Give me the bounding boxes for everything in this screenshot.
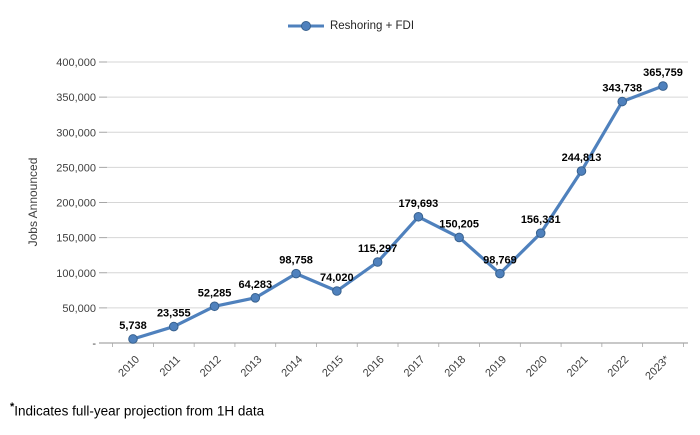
plot-area: - 50,000 100,000 150,000 200,000 250,000 300,0… [56,57,688,382]
data-point-marker [128,334,138,344]
svg-text:2013: 2013 [239,354,265,380]
svg-text:300,000: 300,000 [56,127,96,139]
data-point-label: 179,693 [399,198,439,210]
svg-text:2017: 2017 [402,354,428,380]
axis-ticks [99,61,684,347]
data-point-label: 74,020 [320,272,354,284]
data-point-marker [495,268,505,279]
legend-series-label: Reshoring + FDI [329,20,415,32]
data-labels: 5,738 23,355 52,285 64,283 98,758 74,020 115,2… [119,67,683,332]
svg-text:-: - [92,338,96,350]
svg-text:200,000: 200,000 [56,198,96,210]
data-point-label: 156,331 [521,214,561,226]
chart-legend: Reshoring + FDI [0,20,700,32]
svg-text:2021: 2021 [565,354,591,380]
svg-text:350,000: 350,000 [56,92,96,104]
legend-line-marker-icon [287,21,324,31]
svg-text:250,000: 250,000 [56,162,96,174]
data-point-marker [291,268,301,279]
data-point-marker [454,232,464,243]
data-point-marker [658,81,668,91]
svg-text:2023*: 2023* [643,353,672,382]
gridlines [107,61,688,309]
data-points [128,81,668,344]
data-point-label: 98,758 [279,255,313,267]
data-point-marker [332,286,342,296]
data-point-label: 23,355 [157,308,191,320]
svg-text:2018: 2018 [442,354,468,380]
data-point-marker [576,166,587,176]
data-point-marker [372,257,383,267]
svg-text:2014: 2014 [279,354,305,380]
svg-text:2015: 2015 [320,354,346,380]
data-point-label: 64,283 [238,279,272,291]
data-point-label: 98,769 [483,255,517,267]
data-point-label: 52,285 [198,287,232,299]
data-point-label: 150,205 [439,218,479,230]
chart-footnote: *Indicates full-year projection from 1H … [10,401,264,419]
data-point-label: 244,813 [562,152,602,164]
svg-text:2012: 2012 [198,354,224,380]
data-point-label: 343,738 [602,83,642,95]
data-point-marker [168,321,179,332]
svg-text:2016: 2016 [361,354,387,380]
footnote-asterisk: * [10,401,15,413]
svg-text:2020: 2020 [524,354,550,380]
svg-text:2010: 2010 [116,354,142,380]
svg-text:2019: 2019 [483,354,509,380]
data-point-label: 115,297 [358,243,397,255]
y-tick-labels: - 50,000 100,000 150,000 200,000 250,000 300,0… [56,57,96,350]
svg-text:400,000: 400,000 [56,57,96,69]
x-tick-labels: 2010 2011 2012 2013 2014 2015 2016 2017 2018 2019… [116,353,672,382]
svg-text:2022: 2022 [606,354,632,380]
data-point-marker [617,96,628,107]
svg-text:100,000: 100,000 [56,268,96,280]
series-line [131,84,665,341]
data-point-marker [209,301,220,312]
svg-text:50,000: 50,000 [62,303,96,315]
svg-text:150,000: 150,000 [56,233,96,245]
svg-text:2011: 2011 [158,354,183,379]
data-point-label: 5,738 [119,320,147,332]
data-point-marker [250,293,261,303]
data-point-label: 365,759 [643,67,683,79]
data-point-marker [535,228,546,238]
data-point-marker [413,211,424,222]
footnote-text: Indicates full-year projection from 1H d… [14,403,265,419]
